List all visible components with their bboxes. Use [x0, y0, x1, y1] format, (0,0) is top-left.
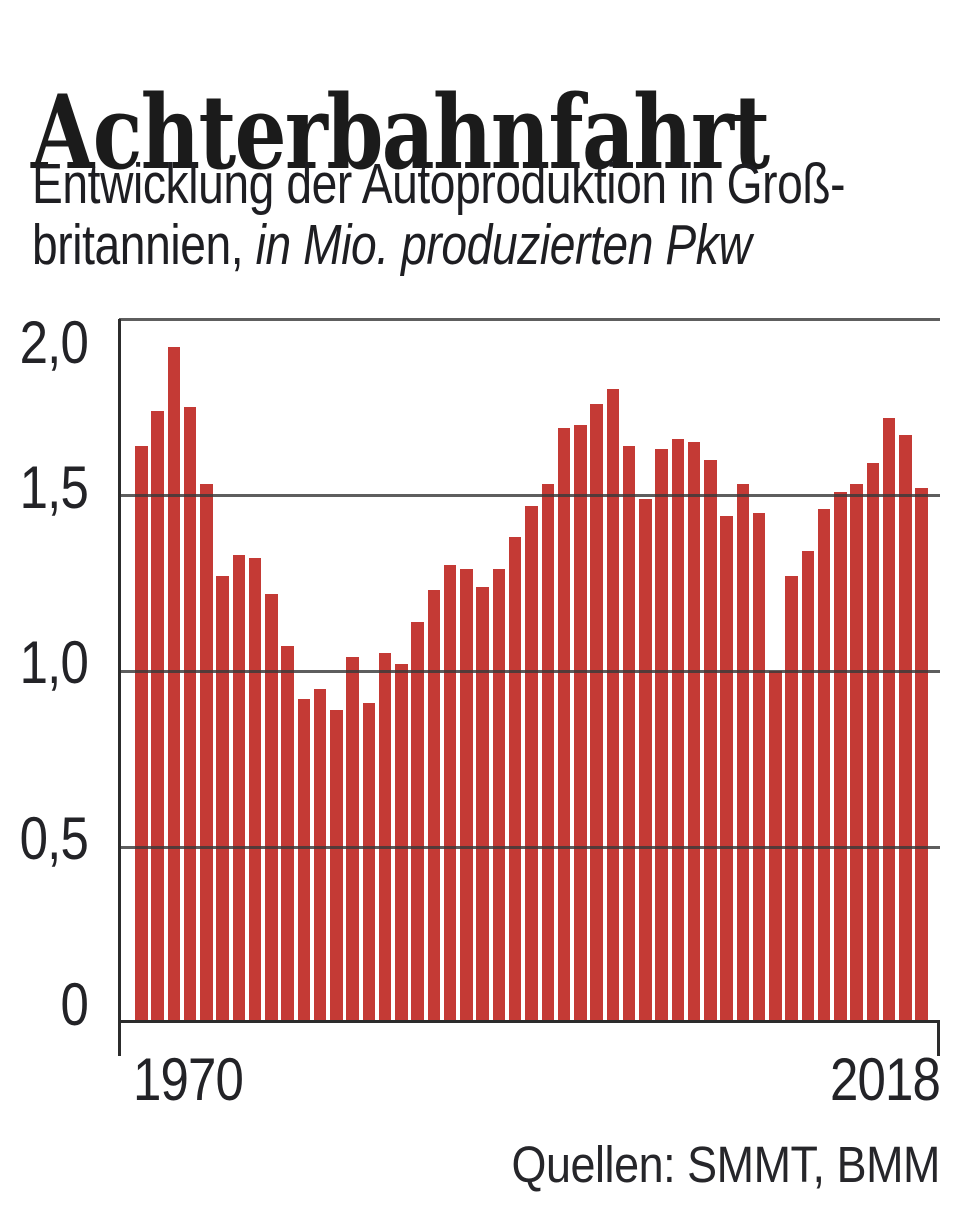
bar-2016 [882, 417, 896, 1023]
bar-2007 [736, 484, 750, 1023]
gridline-2-0 [119, 318, 940, 321]
bar-2008 [752, 512, 766, 1023]
y-tick-label-1-0: 1,0 [19, 629, 89, 696]
bar-1979 [281, 646, 294, 1023]
bar-2005 [704, 459, 717, 1023]
bar-2015 [866, 463, 880, 1023]
subtitle-line2-regular: britannien, [32, 213, 256, 277]
bar-1987 [411, 621, 424, 1023]
x-axis-tick-right [937, 1020, 940, 1056]
bar-1990 [460, 568, 473, 1023]
bar-1993 [508, 537, 522, 1023]
bar-2018 [915, 488, 928, 1023]
bar-1985 [378, 653, 392, 1023]
y-tick-label-1-5: 1,5 [19, 454, 89, 521]
chart-subtitle: Entwicklung der Autoproduktion in Groß- … [32, 152, 846, 277]
bar-2013 [834, 491, 847, 1023]
gridline-1-0 [119, 670, 940, 673]
bar-1980 [297, 699, 311, 1023]
x-tick-label-2018: 2018 [829, 1046, 941, 1113]
y-tick-label-0: 0 [60, 971, 88, 1038]
bar-2017 [899, 435, 912, 1023]
bar-2010 [785, 576, 798, 1023]
source-note: Quellen: SMMT, BMM [511, 1136, 940, 1193]
bar-1994 [525, 505, 538, 1023]
bar-2014 [850, 484, 863, 1023]
bar-1981 [313, 688, 327, 1023]
bar-1971 [151, 410, 164, 1023]
x-axis-line [119, 1020, 940, 1023]
y-tick-label-0-5: 0,5 [19, 805, 89, 872]
bar-1976 [232, 554, 246, 1023]
y-axis-line [118, 319, 121, 1056]
gridline-0-5 [119, 846, 940, 849]
bar-1982 [330, 709, 343, 1023]
bar-1997 [574, 424, 587, 1023]
bar-1978 [265, 593, 278, 1023]
bar-1983 [346, 656, 359, 1023]
bar-1991 [476, 586, 489, 1023]
bar-2000 [622, 445, 636, 1023]
bar-2002 [655, 449, 668, 1023]
bar-2004 [687, 442, 701, 1023]
bar-1998 [590, 403, 603, 1023]
bar-1992 [492, 568, 506, 1023]
bar-1988 [427, 590, 441, 1023]
subtitle-line2-unit: in Mio. produzierten Pkw [255, 213, 752, 277]
bar-1973 [183, 407, 197, 1023]
x-tick-label-1970: 1970 [133, 1046, 244, 1113]
bar-1972 [167, 347, 181, 1023]
bar-2012 [817, 509, 831, 1023]
bar-1984 [362, 702, 376, 1023]
bar-2006 [720, 516, 733, 1023]
bar-1999 [606, 389, 620, 1023]
bar-1986 [395, 664, 408, 1023]
plot-area [118, 318, 940, 1056]
chart-title: Achterbahnfahrt [31, 73, 770, 194]
y-tick-label-2-0: 2,0 [19, 309, 89, 376]
bar-1970 [135, 445, 148, 1023]
bar-1996 [557, 428, 571, 1023]
bar-1977 [248, 558, 262, 1023]
bar-2001 [639, 498, 652, 1023]
subtitle-line1: Entwicklung der Autoproduktion in Groß- [32, 152, 846, 216]
gridline-1-5 [119, 494, 940, 497]
bar-1975 [216, 576, 229, 1023]
bar-2011 [801, 551, 815, 1023]
bar-1974 [200, 484, 213, 1023]
bar-2003 [671, 438, 685, 1023]
bar-1995 [541, 484, 554, 1023]
bar-1989 [443, 565, 457, 1023]
